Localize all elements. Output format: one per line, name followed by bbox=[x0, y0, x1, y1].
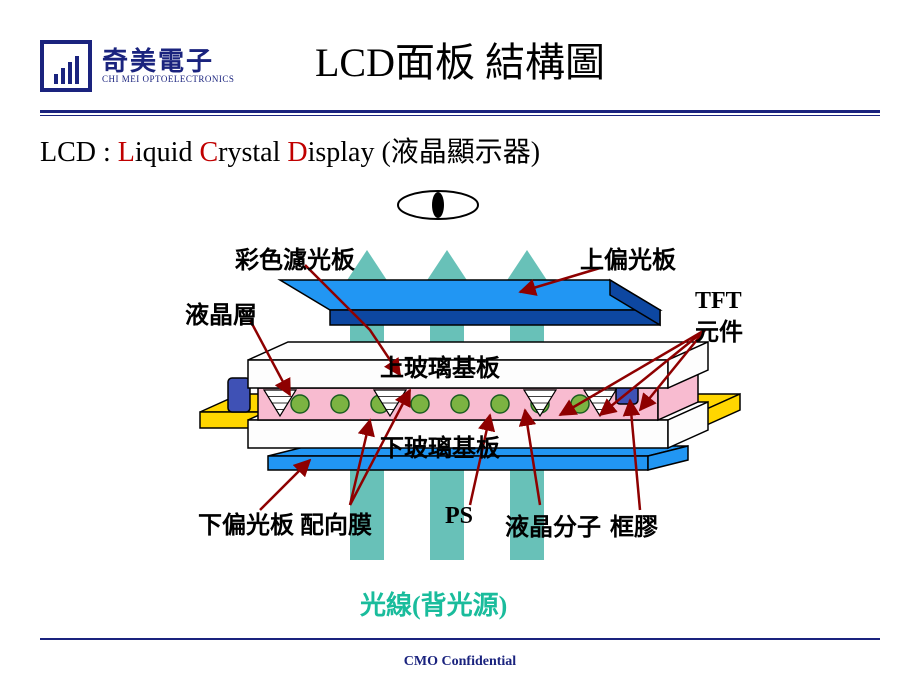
label-upper-glass: 上玻璃基板 bbox=[380, 348, 500, 383]
footer-text: CMO Confidential bbox=[0, 654, 920, 670]
label-tft-1: TFT bbox=[695, 288, 742, 315]
subtitle: LCD : Liquid Crystal Display (液晶顯示器) bbox=[40, 130, 540, 170]
label-ps: PS bbox=[445, 503, 473, 530]
label-sealant: 框膠 bbox=[610, 507, 658, 542]
label-lower-polarizer: 下偏光板 bbox=[198, 505, 294, 540]
label-lc-molecule: 液晶分子 bbox=[505, 507, 601, 542]
slide: 奇美電子 CHI MEI OPTOELECTRONICS LCD面板 結構圖 L… bbox=[0, 0, 920, 690]
label-lc-layer: 液晶層 bbox=[185, 295, 257, 330]
slide-title: LCD面板 結構圖 bbox=[0, 30, 920, 88]
label-tft-2: 元件 bbox=[695, 312, 743, 347]
label-light: 光線(背光源) bbox=[360, 585, 507, 622]
label-alignment: 配向膜 bbox=[300, 505, 372, 540]
label-color-filter: 彩色濾光板 bbox=[235, 240, 355, 275]
title-underline bbox=[40, 110, 880, 113]
label-upper-polarizer: 上偏光板 bbox=[580, 240, 676, 275]
label-lower-glass: 下玻璃基板 bbox=[380, 428, 500, 463]
footer-line bbox=[40, 638, 880, 640]
